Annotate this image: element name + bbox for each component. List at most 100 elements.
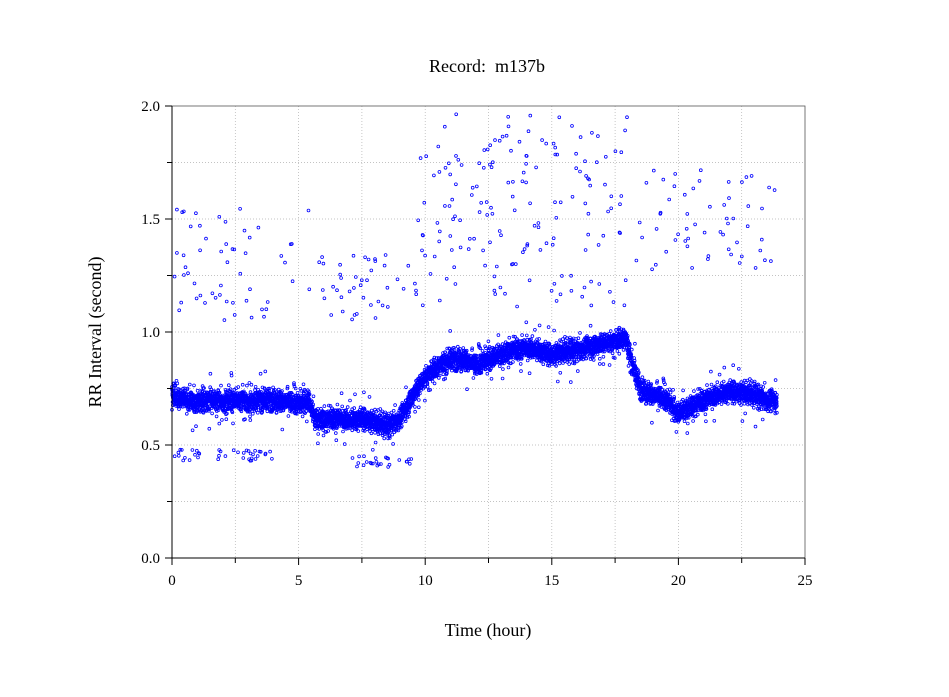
data-point	[500, 376, 505, 381]
data-point	[247, 381, 252, 385]
data-point	[367, 395, 372, 399]
data-point	[219, 383, 223, 388]
data-point	[188, 382, 192, 387]
data-point	[524, 333, 529, 338]
data-point	[391, 442, 395, 446]
data-point	[334, 438, 339, 443]
data-point	[185, 411, 189, 416]
data-point	[567, 362, 571, 366]
data-point	[220, 393, 225, 398]
data-point	[413, 405, 417, 409]
data-point	[321, 433, 326, 438]
data-point	[557, 361, 562, 366]
data-point	[568, 380, 573, 384]
data-point	[280, 427, 285, 432]
data-point	[342, 442, 347, 446]
data-point	[601, 354, 606, 359]
data-point	[220, 418, 224, 422]
data-point	[214, 414, 219, 419]
data-point	[617, 351, 622, 356]
data-point	[209, 387, 214, 392]
data-point	[601, 362, 606, 366]
data-point	[271, 385, 275, 390]
data-point	[208, 371, 213, 376]
data-point	[362, 390, 366, 395]
data-point	[575, 369, 580, 373]
data-point	[339, 391, 344, 396]
data-point	[239, 407, 243, 411]
data-point	[249, 382, 254, 387]
data-point	[353, 392, 357, 397]
data-point	[239, 409, 244, 414]
data-point	[224, 417, 229, 422]
data-point	[229, 373, 234, 378]
data-point	[173, 383, 178, 388]
data-point	[416, 398, 421, 402]
data-point	[251, 411, 255, 416]
data-point	[227, 383, 231, 388]
data-point	[382, 436, 387, 441]
data-point	[555, 379, 560, 384]
data-point	[316, 441, 320, 446]
data-point	[432, 381, 437, 386]
data-point	[506, 365, 511, 370]
data-point	[230, 410, 235, 415]
data-point	[304, 419, 309, 424]
data-point	[448, 329, 453, 333]
data-point	[295, 390, 300, 395]
data-point	[245, 383, 249, 388]
data-point	[350, 428, 355, 433]
data-point	[285, 384, 290, 389]
data-point	[533, 327, 537, 332]
data-point	[626, 364, 631, 368]
data-point	[610, 351, 615, 356]
data-point	[527, 371, 532, 376]
chart-title: Record: m137b	[429, 56, 545, 76]
data-point	[383, 410, 388, 415]
data-point	[530, 334, 535, 338]
data-point	[340, 404, 345, 409]
data-point	[248, 418, 253, 422]
data-point	[393, 403, 397, 407]
data-point	[541, 362, 546, 367]
data-point	[217, 390, 222, 395]
data-point	[496, 333, 501, 337]
data-point	[345, 405, 350, 409]
data-point	[552, 328, 556, 333]
data-point	[480, 349, 485, 353]
data-point	[373, 430, 377, 435]
data-point	[212, 389, 217, 393]
data-point	[236, 385, 241, 389]
data-point	[185, 386, 190, 391]
data-point	[588, 323, 593, 328]
data-point	[524, 320, 529, 325]
data-point	[202, 386, 206, 390]
data-point	[520, 333, 524, 337]
data-point	[341, 429, 345, 434]
data-point	[258, 371, 263, 376]
data-point	[489, 376, 494, 381]
data-point	[253, 384, 258, 389]
data-point	[255, 410, 260, 415]
data-point	[316, 432, 321, 436]
data-point	[391, 408, 396, 413]
data-point	[195, 388, 200, 393]
data-point	[243, 417, 247, 422]
data-point	[518, 362, 523, 366]
data-point	[216, 408, 221, 412]
data-point	[607, 363, 612, 367]
data-point	[416, 405, 421, 410]
data-point	[519, 369, 523, 373]
data-point	[217, 421, 222, 426]
data-point	[210, 411, 214, 416]
data-point	[525, 358, 530, 363]
data-point	[333, 431, 338, 435]
data-point	[507, 335, 512, 340]
data-point	[311, 394, 316, 399]
data-point	[207, 408, 211, 413]
data-point	[370, 447, 375, 452]
data-points	[170, 112, 779, 469]
data-point	[175, 381, 180, 386]
data-point	[192, 383, 196, 388]
data-point	[240, 382, 245, 387]
